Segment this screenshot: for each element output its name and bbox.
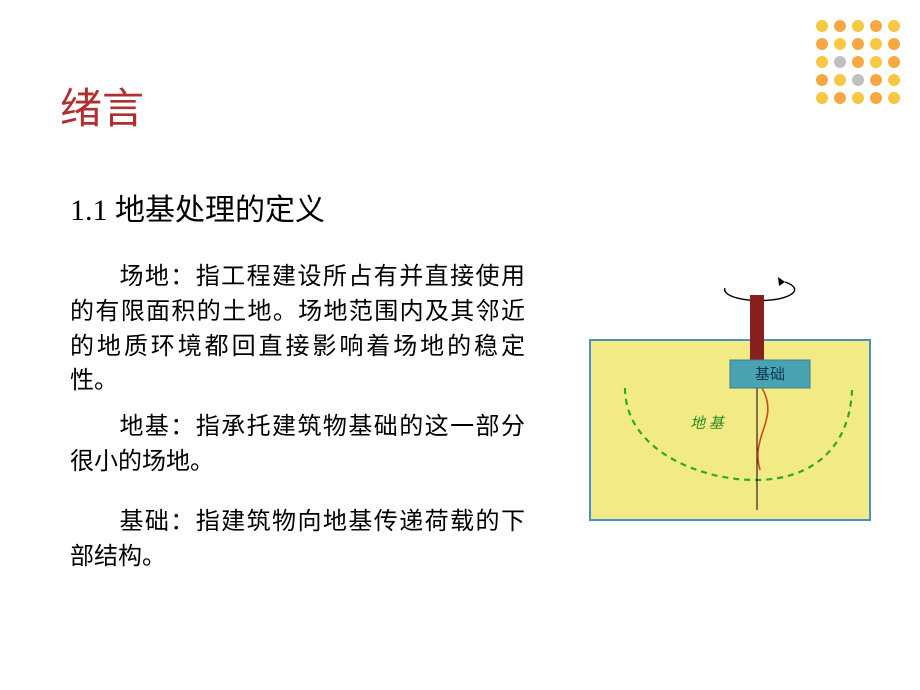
section-heading: 1.1 地基处理的定义 xyxy=(70,185,325,229)
decoration-dot xyxy=(888,56,900,68)
svg-text:基础: 基础 xyxy=(755,366,785,383)
decoration-dot xyxy=(852,56,864,68)
decoration-dot xyxy=(834,38,846,50)
decoration-dot xyxy=(852,20,864,32)
decoration-dot xyxy=(816,92,828,104)
decoration-dot xyxy=(834,92,846,104)
decoration-dot xyxy=(816,56,828,68)
paragraph-site-text: 场地：指工程建设所占有并直接使用的有限面积的土地。场地范围内及其邻近的地质环境都… xyxy=(70,264,525,394)
decoration-dot xyxy=(816,74,828,86)
decoration-dot xyxy=(852,92,864,104)
decoration-dot xyxy=(834,74,846,86)
decoration-dot xyxy=(816,20,828,32)
page-title: 绪言 xyxy=(60,75,144,136)
paragraph-foundation: 基础：指建筑物向地基传递荷载的下部结构。 xyxy=(70,505,525,575)
svg-text:地 基: 地 基 xyxy=(690,415,726,432)
decoration-dot xyxy=(888,74,900,86)
decoration-dot xyxy=(888,38,900,50)
decoration-dot xyxy=(816,38,828,50)
decoration-dot xyxy=(834,56,846,68)
decoration-dot xyxy=(870,74,882,86)
paragraph-foundation-text: 基础：指建筑物向地基传递荷载的下部结构。 xyxy=(70,509,525,570)
decoration-dot xyxy=(870,20,882,32)
decoration-dot xyxy=(870,56,882,68)
paragraph-site: 场地：指工程建设所占有并直接使用的有限面积的土地。场地范围内及其邻近的地质环境都… xyxy=(70,260,525,399)
decoration-dot xyxy=(852,38,864,50)
decoration-dot xyxy=(870,38,882,50)
decoration-dot xyxy=(852,74,864,86)
decoration-dot xyxy=(870,92,882,104)
decoration-dot xyxy=(834,20,846,32)
decoration-dot xyxy=(888,92,900,104)
paragraph-foundation-soil: 地基：指承托建筑物基础的这一部分很小的场地。 xyxy=(70,410,525,480)
decoration-dot xyxy=(888,20,900,32)
paragraph-foundation-soil-text: 地基：指承托建筑物基础的这一部分很小的场地。 xyxy=(70,414,525,475)
foundation-diagram: 基础地 基 xyxy=(580,270,880,530)
corner-dot-decoration xyxy=(816,20,900,104)
